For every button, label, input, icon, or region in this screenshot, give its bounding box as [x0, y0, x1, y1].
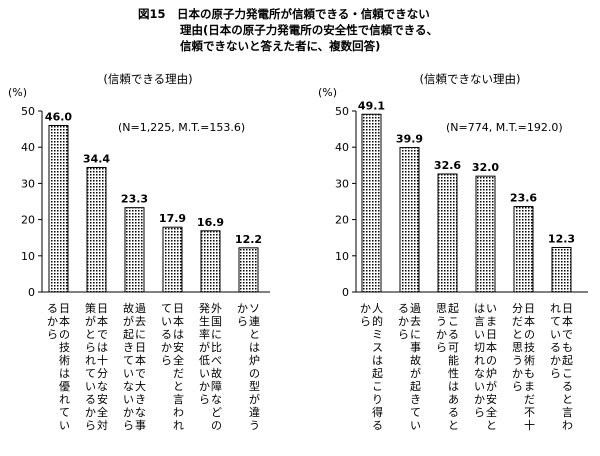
y-tick-label: 40	[21, 141, 35, 154]
panel-title: (信頼できる理由)	[103, 72, 192, 86]
bar	[475, 175, 496, 293]
bar	[361, 113, 382, 293]
category-label: 外国に比べ故障などの発生率が低いから	[199, 301, 222, 432]
category-label: 人的ミスは起こり得るから	[360, 302, 383, 432]
title-line-1: 図15 日本の原子力発電所が信頼できる・信頼できない	[138, 6, 438, 22]
y-tick-label: 50	[21, 105, 35, 118]
figure-number: 図15	[138, 7, 166, 21]
figure-title: 図15 日本の原子力発電所が信頼できる・信頼できない 理由(日本の原子力発電所の…	[138, 6, 438, 54]
category-label: 日本は安全だと言われているから	[161, 302, 184, 432]
y-tick-label: 20	[21, 214, 35, 227]
bar	[513, 206, 534, 293]
data-label: 16.9	[197, 216, 224, 229]
y-tick-label: 40	[335, 141, 349, 154]
category-label: 起こる可能性はあると思うから	[436, 302, 459, 432]
bar	[48, 124, 69, 293]
bar	[200, 230, 221, 293]
bar	[238, 247, 259, 293]
chart-distrust-reasons: (信頼できない理由) (%) (N=774, M.T.=192.0) 0 10 20 30 4…	[318, 72, 588, 432]
category-label: 過去に日本で大きな事故が起きていないから	[123, 301, 146, 432]
y-tick-label: 50	[335, 105, 349, 118]
y-tick-label: 20	[335, 214, 349, 227]
data-label: 32.0	[472, 161, 499, 174]
y-tick-label: 0	[342, 286, 349, 299]
chart-trust-reasons: (信頼できる理由) (%) (N=1,225, M.T.=153.6) 0 10 20 30…	[8, 72, 270, 432]
data-label: 32.6	[434, 159, 461, 172]
category-label: ソ連とは炉の型が違うから	[237, 302, 260, 432]
sample-note: (N=1,225, M.T.=153.6)	[118, 121, 245, 134]
category-label: 日本では十分な安全対策がとられているから	[85, 301, 108, 432]
data-label: 34.4	[83, 152, 110, 165]
category-label: 日本の技術は優れているから	[47, 302, 70, 432]
bar	[551, 246, 572, 293]
y-tick-label: 30	[21, 177, 35, 190]
unit-label: (%)	[8, 86, 27, 99]
category-label: 日本でも起こると言われているから	[550, 302, 573, 432]
unit-label: (%)	[318, 86, 337, 99]
y-tick-label: 10	[335, 250, 349, 263]
y-tick-label: 10	[21, 250, 35, 263]
y-tick-label: 0	[28, 286, 35, 299]
category-label: 日本の技術もまだ不十分だと思うから	[512, 302, 535, 432]
data-label: 23.3	[121, 193, 148, 206]
bar	[437, 173, 458, 293]
data-label: 12.3	[548, 232, 575, 245]
category-label: 過去に事故が起きているから	[398, 302, 421, 432]
data-label: 12.2	[235, 233, 262, 246]
bar	[162, 226, 183, 293]
y-tick-label: 30	[335, 177, 349, 190]
data-label: 17.9	[159, 212, 186, 225]
data-label: 39.9	[396, 133, 423, 146]
data-label: 23.6	[510, 192, 537, 205]
panel-title: (信頼できない理由)	[420, 72, 521, 86]
bar	[399, 147, 420, 293]
data-label: 49.1	[358, 99, 385, 112]
sample-note: (N=774, M.T.=192.0)	[446, 121, 563, 134]
category-label: いま日本の炉が安全とは言い切れないから	[474, 302, 497, 432]
title-text-1: 日本の原子力発電所が信頼できる・信頼できない	[177, 7, 430, 21]
bar	[86, 166, 107, 293]
title-line-3: 信頼できないと答えた者に、複数回答)	[180, 39, 381, 53]
data-label: 46.0	[45, 110, 72, 123]
bar	[124, 207, 145, 293]
title-line-2: 理由(日本の原子力発電所の安全性で信頼できる、	[180, 23, 439, 37]
